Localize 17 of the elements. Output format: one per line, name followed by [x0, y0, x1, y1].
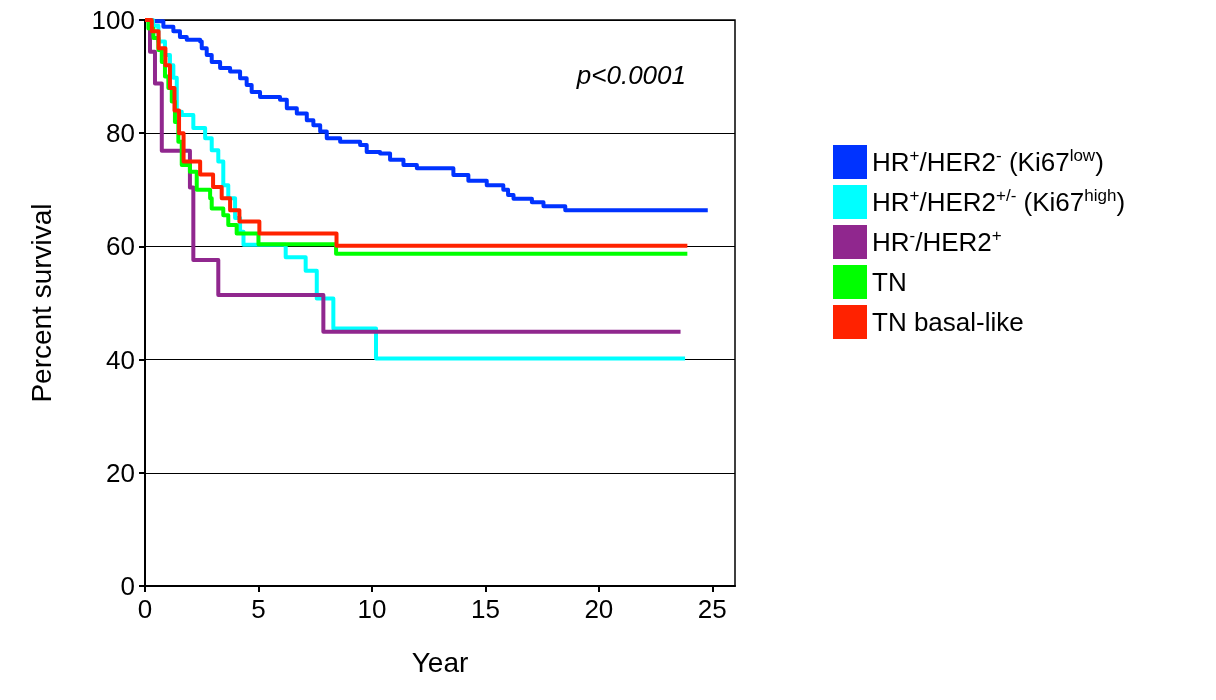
legend-label: TN basal-like — [872, 307, 1024, 337]
x-axis-title: Year — [411, 646, 469, 678]
annotation: p<0.0001 — [575, 60, 686, 90]
x-tick-label: 20 — [584, 594, 614, 624]
y-tick-label: 20 — [106, 457, 135, 488]
legend-label: HR-/HER2+ — [872, 225, 1002, 257]
x-tick-label: 15 — [470, 594, 500, 624]
y-tick-label: 60 — [106, 231, 135, 262]
x-tick-label: 5 — [251, 594, 266, 624]
legend-label: TN — [872, 267, 907, 297]
x-tick-label: 25 — [697, 594, 727, 624]
y-tick-label: 100 — [91, 5, 135, 35]
y-tick-label: 80 — [106, 118, 135, 149]
y-tick-label: 0 — [120, 571, 135, 601]
x-tick-label: 10 — [357, 594, 387, 624]
y-tick-label: 40 — [106, 344, 135, 375]
y-axis-title: Percent survival — [25, 203, 57, 403]
